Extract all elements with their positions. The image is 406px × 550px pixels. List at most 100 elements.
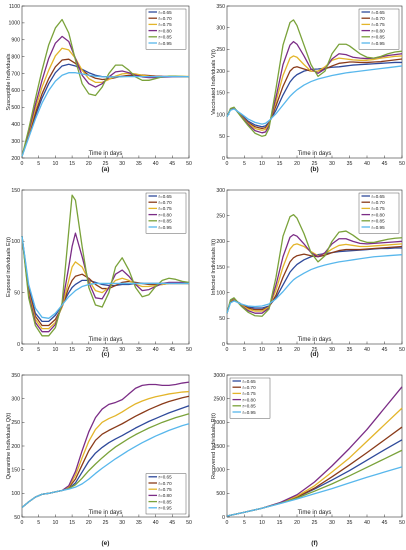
legend-label: r=0.65 [372,194,386,199]
legend-label: r=0.95 [372,41,386,46]
x-tick-label: 5 [243,520,246,526]
y-tick-label: 700 [11,71,20,77]
y-tick-label: 100 [216,112,225,118]
y-tick-label: 500 [11,105,20,111]
x-tick-label: 45 [382,161,388,167]
legend-label: r=0.85 [372,219,386,224]
series-line-6 [226,466,403,517]
x-tick-label: 5 [243,161,246,167]
x-tick-label: 15 [277,520,283,526]
x-axis-label: Time in days [89,151,123,157]
y-axis-label: Vaccinated Individuals V(t) [211,49,217,115]
x-tick-label: 5 [37,520,40,526]
panel-label: (b) [310,166,318,173]
x-tick-label: 30 [329,520,335,526]
x-tick-label: 15 [277,161,283,167]
legend-label: r=0.75 [243,391,257,396]
y-tick-label: 1500 [213,444,225,450]
y-axis-label: Infected Individuals I(t) [211,239,217,295]
x-tick-label: 10 [259,161,265,167]
x-tick-label: 10 [53,520,59,526]
x-tick-label: 0 [21,520,24,526]
y-tick-label: 0 [17,342,20,348]
series-line-5 [226,213,403,317]
y-tick-label: 800 [11,54,20,60]
y-tick-label: 500 [216,491,225,497]
x-tick-label: 5 [243,347,246,353]
x-tick-label: 45 [382,520,388,526]
series-line-6 [21,72,189,157]
x-tick-label: 10 [53,347,59,353]
y-tick-label: 2500 [213,396,225,402]
x-tick-label: 20 [294,161,300,167]
x-tick-label: 30 [119,161,125,167]
series-line-4 [21,232,190,333]
legend-label: r=0.70 [159,16,173,21]
x-tick-label: 20 [86,161,92,167]
series-line-4 [226,40,403,134]
legend-label: r=0.70 [159,200,173,205]
series-line-6 [21,236,189,319]
y-tick-label: 250 [216,47,225,53]
x-tick-label: 35 [136,347,142,353]
x-tick-label: 20 [294,520,300,526]
x-axis-label: Time in days [89,337,123,343]
legend: r=0.65r=0.70r=0.75r=0.80 r=0.85r=0.95 [358,8,400,50]
x-tick-label: 35 [347,161,353,167]
panel-label: (c) [102,351,110,358]
y-tick-label: 350 [11,373,20,379]
x-tick-label: 5 [37,347,40,353]
x-tick-label: 10 [53,161,59,167]
y-tick-label: 200 [11,156,20,162]
x-tick-label: 50 [399,347,405,353]
x-tick-label: 40 [153,347,159,353]
x-tick-label: 35 [136,161,142,167]
y-tick-label: 1100 [9,4,20,10]
x-tick-label: 40 [364,520,370,526]
legend-label: r=0.75 [159,22,173,27]
series-line-5 [226,19,403,137]
y-tick-label: 150 [11,188,20,194]
y-tick-label: 100 [216,290,225,296]
x-axis-label: Time in days [298,510,332,516]
legend-label: r=0.95 [159,41,173,46]
legend-label: r=0.65 [159,10,173,15]
x-tick-label: 0 [226,520,229,526]
x-tick-label: 40 [364,347,370,353]
y-tick-label: 0 [222,342,225,348]
legend-label: r=0.85 [159,219,173,224]
x-axis-label: Time in days [298,151,332,157]
x-tick-label: 0 [21,161,24,167]
x-tick-label: 35 [347,347,353,353]
y-tick-label: 300 [11,396,20,402]
y-axis-label: Susceptible Individuals [6,53,12,110]
legend-label: r=0.80 [159,28,173,33]
series-line-6 [21,423,190,509]
x-tick-label: 45 [382,347,388,353]
x-tick-label: 40 [364,161,370,167]
x-tick-label: 15 [69,161,75,167]
y-tick-label: 600 [11,88,20,94]
x-tick-label: 30 [329,347,335,353]
x-tick-label: 35 [347,520,353,526]
x-tick-label: 40 [153,161,159,167]
x-tick-label: 20 [86,520,92,526]
x-tick-label: 50 [399,520,405,526]
y-tick-label: 2000 [213,420,225,426]
legend-label: r=0.70 [372,16,386,21]
legend-label: r=0.80 [159,493,173,498]
x-tick-label: 50 [186,161,192,167]
chart-panel-1: 0 5 10 15 20 25 30 35 40 45 50 200 300 400 500 600 700 80… [6,4,192,173]
y-tick-label: 100 [11,239,20,245]
y-tick-label: 350 [216,4,225,10]
y-tick-label: 1000 [213,467,225,473]
series-line-6 [226,254,403,314]
legend: r=0.65r=0.70r=0.75r=0.80 r=0.85r=0.95 [358,192,400,234]
y-tick-label: 1000 [8,21,20,27]
y-tick-label: 50 [14,515,20,521]
panel-label: (f) [311,540,318,547]
series-line-3 [226,55,403,131]
x-tick-label: 25 [103,347,109,353]
x-tick-label: 50 [186,347,192,353]
x-tick-label: 50 [399,161,405,167]
